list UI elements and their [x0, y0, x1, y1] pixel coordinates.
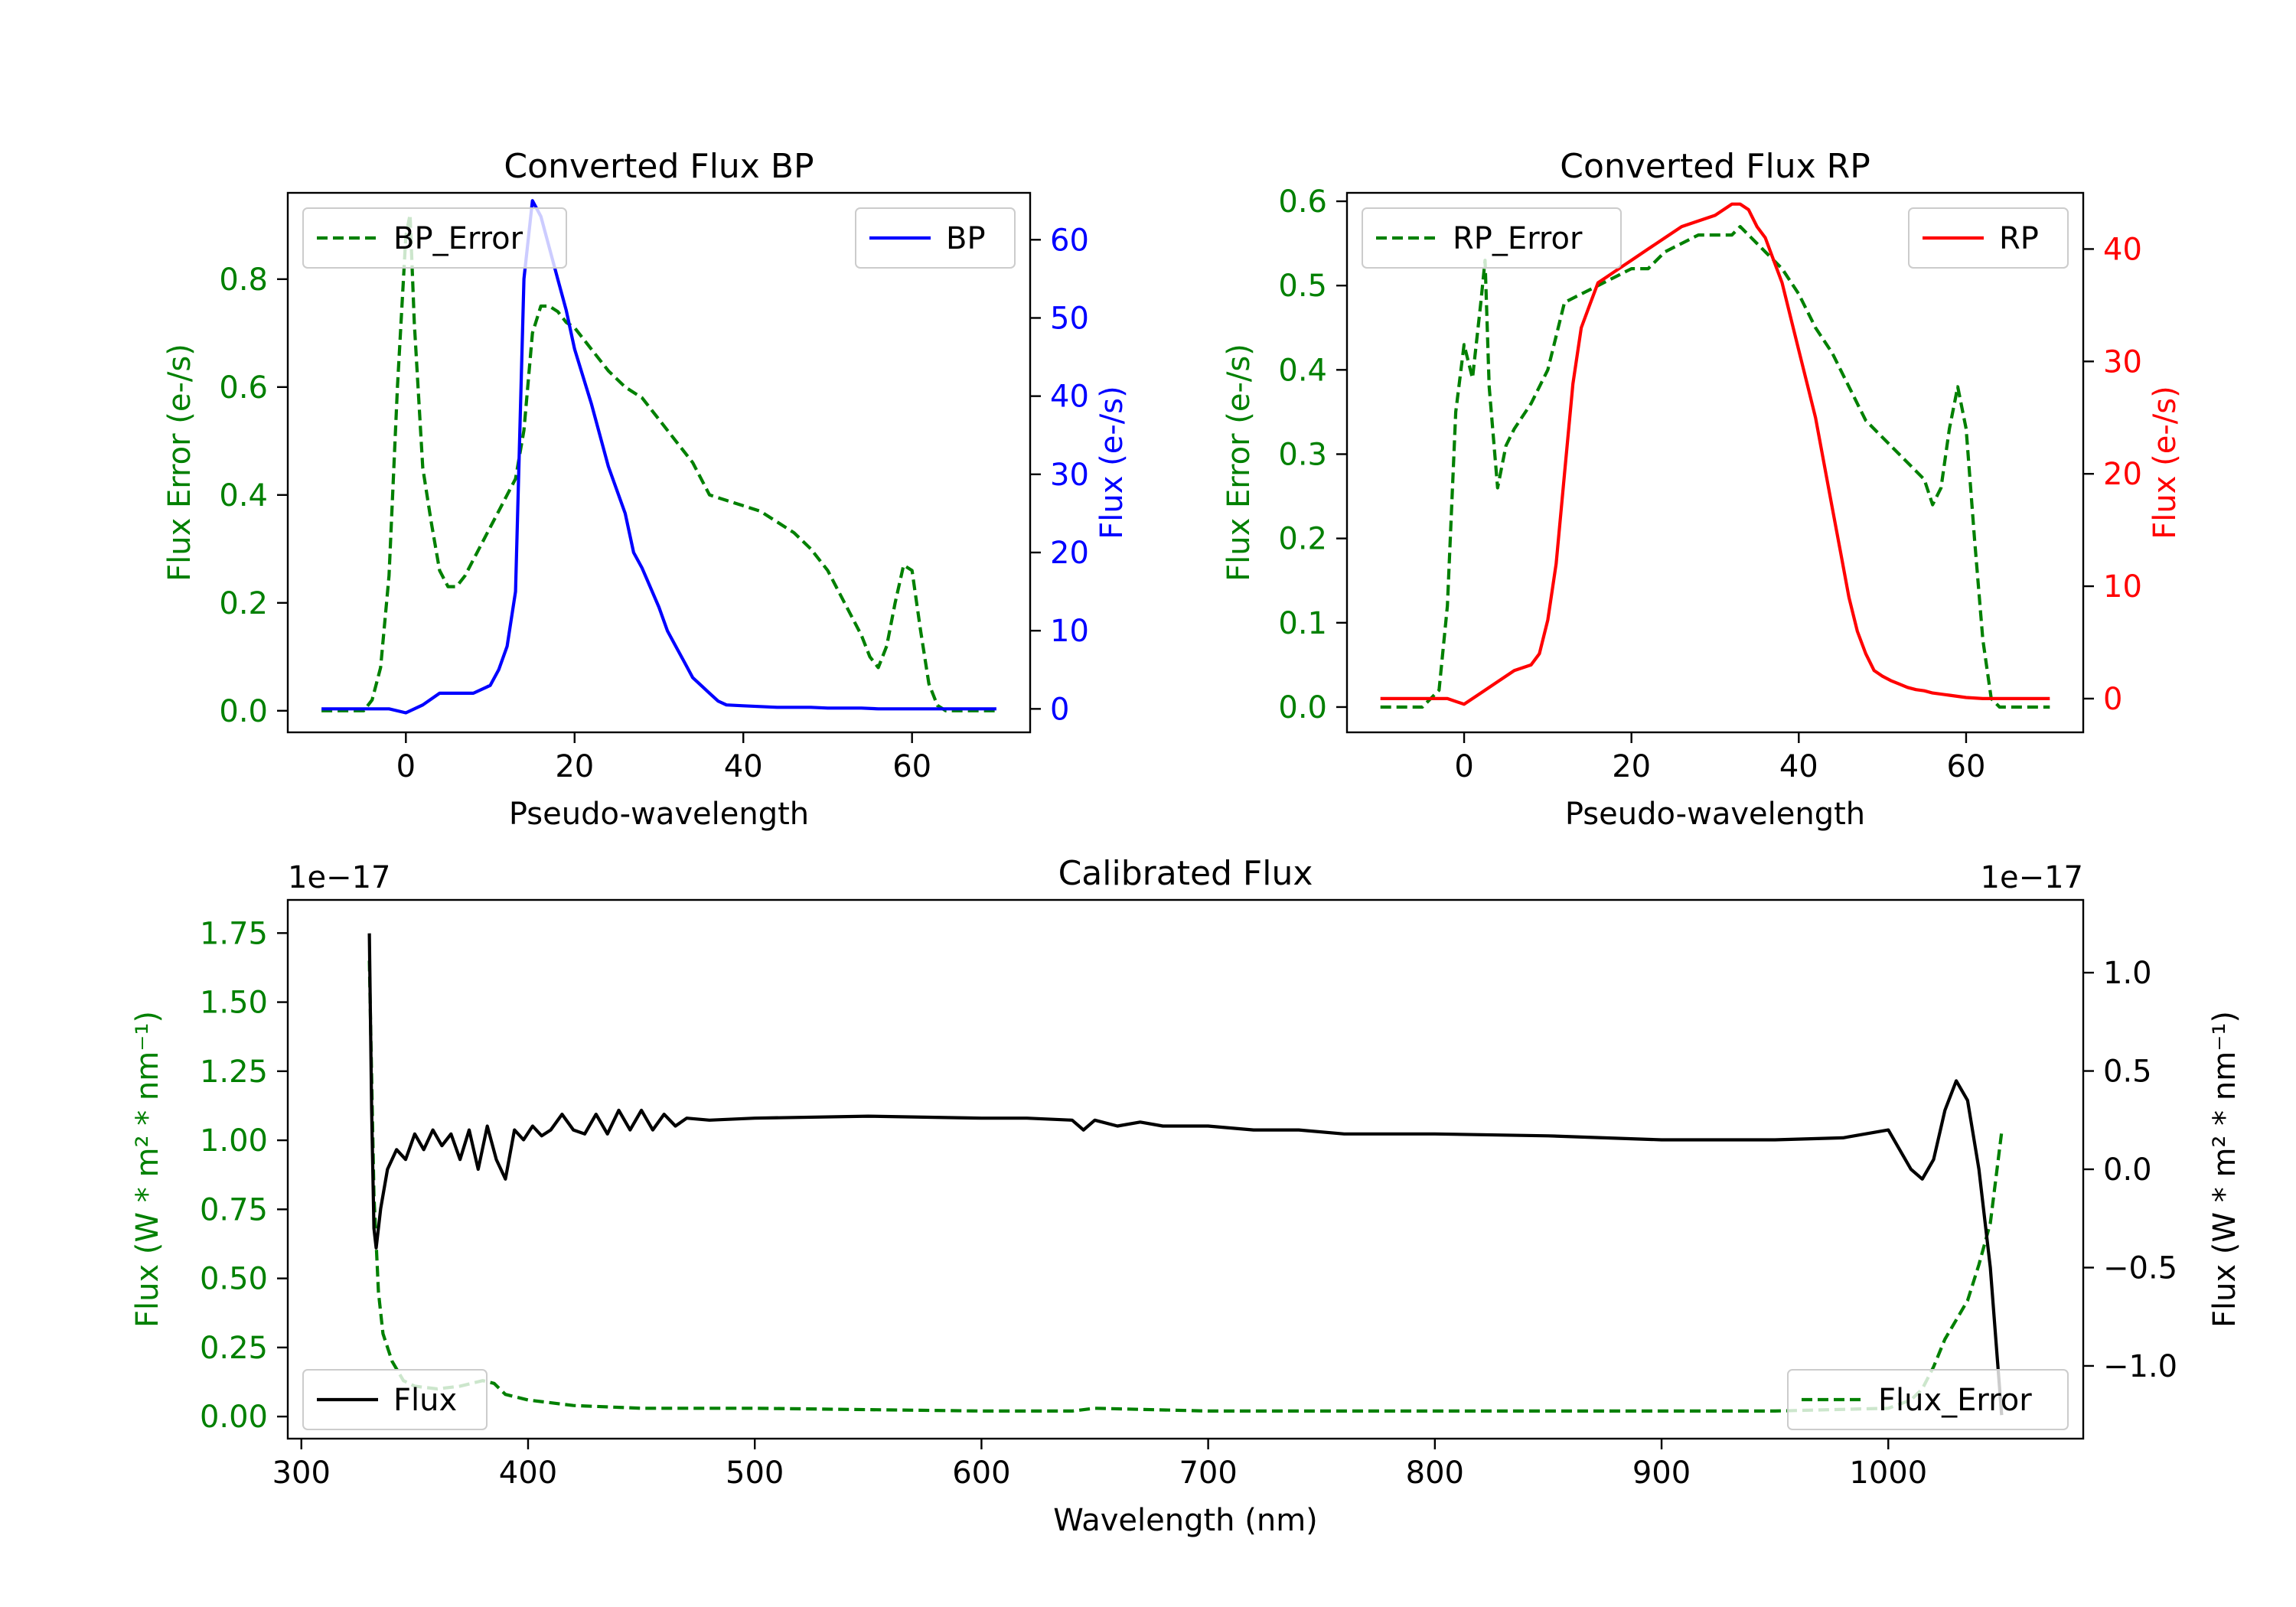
legend-label: RP: [1999, 221, 2039, 256]
y-left-tick-label: 0.0: [1278, 690, 1327, 725]
series-line-flux: [367, 933, 2004, 1416]
series-line-rp: [1380, 202, 2050, 706]
legend-box: [1362, 207, 1622, 269]
y-left-tick-label: 0.75: [200, 1192, 268, 1227]
x-tick-label: 600: [952, 1455, 1010, 1491]
x-axis-label: Pseudo-wavelength: [1565, 797, 1865, 832]
legend-box: [1787, 1369, 2069, 1430]
y-left-tick-label: 0.5: [1278, 269, 1327, 304]
series-line-flux-error: [367, 960, 2004, 1413]
y-left-tick-label: 0.8: [219, 262, 268, 298]
legend-box: [855, 207, 1016, 269]
legend-label: Flux: [393, 1383, 457, 1418]
x-tick-label: 700: [1179, 1455, 1237, 1491]
y-left-tick-label: 1.00: [200, 1123, 268, 1159]
y-right-axis-label: Flux (e-/s): [2148, 386, 2183, 539]
y-left-tick-label: 1.50: [200, 986, 268, 1021]
x-tick-label: 0: [396, 749, 416, 784]
y-right-tick-label: 0: [2103, 682, 2122, 717]
y-left-tick-label: 0.4: [1278, 353, 1327, 388]
series-line-bp-error: [321, 213, 996, 712]
y-left-tick-label: 0.3: [1278, 437, 1327, 472]
y-right-tick-label: 0.5: [2103, 1054, 2152, 1090]
x-tick-label: 1000: [1849, 1455, 1927, 1491]
y-left-tick-label: 0.4: [219, 478, 268, 513]
chart-panel-2: Calibrated Flux 300 400 500 600 700 800 900 1000…: [130, 854, 2242, 1538]
x-tick-label: 60: [892, 749, 931, 784]
legend-label: RP_Error: [1453, 221, 1583, 256]
axes-frame: [286, 898, 2085, 1440]
y-right-tick-label: 50: [1050, 301, 1089, 336]
y-left-tick-label: 0.25: [200, 1331, 268, 1366]
y-right-tick-label: 10: [1050, 614, 1089, 649]
y-left-tick-label: 0.00: [200, 1400, 268, 1435]
legend-left: Flux: [302, 1369, 488, 1430]
legend-left: BP_Error: [302, 207, 567, 269]
series-line-rp-error: [1380, 225, 2050, 709]
y-left-tick-label: 1.25: [200, 1054, 268, 1090]
y-right-tick-label: 10: [2103, 569, 2142, 605]
chart-panel-1: Converted Flux RP 0 20 40 60 Pseudo-wavelengt…: [1221, 147, 2183, 832]
y-right-tick-label: 0: [1050, 692, 1069, 727]
y-right-tick-label: 30: [1050, 458, 1089, 493]
legend-label: BP: [946, 221, 986, 256]
x-tick-label: 0: [1454, 749, 1473, 784]
y-right-tick-label: −1.0: [2103, 1349, 2177, 1384]
legend-left: RP_Error: [1362, 207, 1622, 269]
y-right-tick-label: 1.0: [2103, 956, 2152, 991]
chart-title: Converted Flux RP: [1560, 147, 1870, 186]
legend-box: [302, 1369, 488, 1430]
x-tick-label: 40: [724, 749, 763, 784]
x-tick-label: 900: [1632, 1455, 1691, 1491]
y-right-tick-label: 20: [2103, 457, 2142, 492]
axes-frame: [1345, 191, 2085, 734]
x-axis-label: Pseudo-wavelength: [509, 797, 809, 832]
y-left-tick-label: 0.2: [1278, 522, 1327, 557]
legend-label: BP_Error: [393, 221, 523, 256]
y-right-axis-label: Flux (e-/s): [1094, 386, 1130, 539]
y-right-tick-label: 40: [2103, 232, 2142, 267]
x-tick-label: 800: [1406, 1455, 1464, 1491]
legend-box: [1908, 207, 2069, 269]
y-left-tick-label: 0.6: [219, 370, 268, 406]
x-tick-label: 20: [555, 749, 594, 784]
chart-panel-0: Converted Flux BP 0 20 40 60 Pseudo-wavelengt…: [162, 147, 1130, 832]
y-left-tick-label: 0.50: [200, 1262, 268, 1297]
y-right-tick-label: 40: [1050, 380, 1089, 415]
y-left-offset-text: 1e−17: [288, 860, 390, 895]
legend-right: Flux_Error: [1787, 1369, 2069, 1430]
x-tick-label: 500: [726, 1455, 784, 1491]
legend-right: BP: [855, 207, 1016, 269]
x-tick-label: 300: [272, 1455, 331, 1491]
legend-right: RP: [1908, 207, 2069, 269]
chart-title: Converted Flux BP: [504, 147, 814, 186]
y-right-tick-label: −0.5: [2103, 1250, 2177, 1286]
x-tick-label: 60: [1947, 749, 1986, 784]
axes-frame: [286, 191, 1032, 734]
legend-label: Flux_Error: [1878, 1383, 2032, 1418]
chart-title: Calibrated Flux: [1058, 854, 1313, 893]
y-left-axis-label: Flux Error (e-/s): [162, 344, 197, 582]
x-tick-label: 20: [1612, 749, 1651, 784]
legend-box: [302, 207, 567, 269]
y-left-tick-label: 1.75: [200, 916, 268, 951]
y-left-tick-label: 0.2: [219, 586, 268, 621]
series-line-bp: [321, 199, 996, 715]
y-left-tick-label: 0.0: [219, 694, 268, 729]
x-axis-label: Wavelength (nm): [1053, 1503, 1318, 1538]
y-right-tick-label: 20: [1050, 536, 1089, 571]
y-right-tick-label: 60: [1050, 223, 1089, 258]
y-right-axis-label: Flux (W * m² * nm⁻¹): [2207, 1011, 2242, 1328]
y-left-axis-label: Flux Error (e-/s): [1221, 344, 1257, 582]
y-right-offset-text: 1e−17: [1981, 860, 2083, 895]
y-left-tick-label: 0.6: [1278, 184, 1327, 220]
x-tick-label: 400: [499, 1455, 557, 1491]
x-tick-label: 40: [1779, 749, 1818, 784]
y-left-tick-label: 0.1: [1278, 606, 1327, 641]
y-right-tick-label: 30: [2103, 344, 2142, 380]
y-left-axis-label: Flux (W * m² * nm⁻¹): [130, 1011, 165, 1328]
y-right-tick-label: 0.0: [2103, 1152, 2152, 1188]
